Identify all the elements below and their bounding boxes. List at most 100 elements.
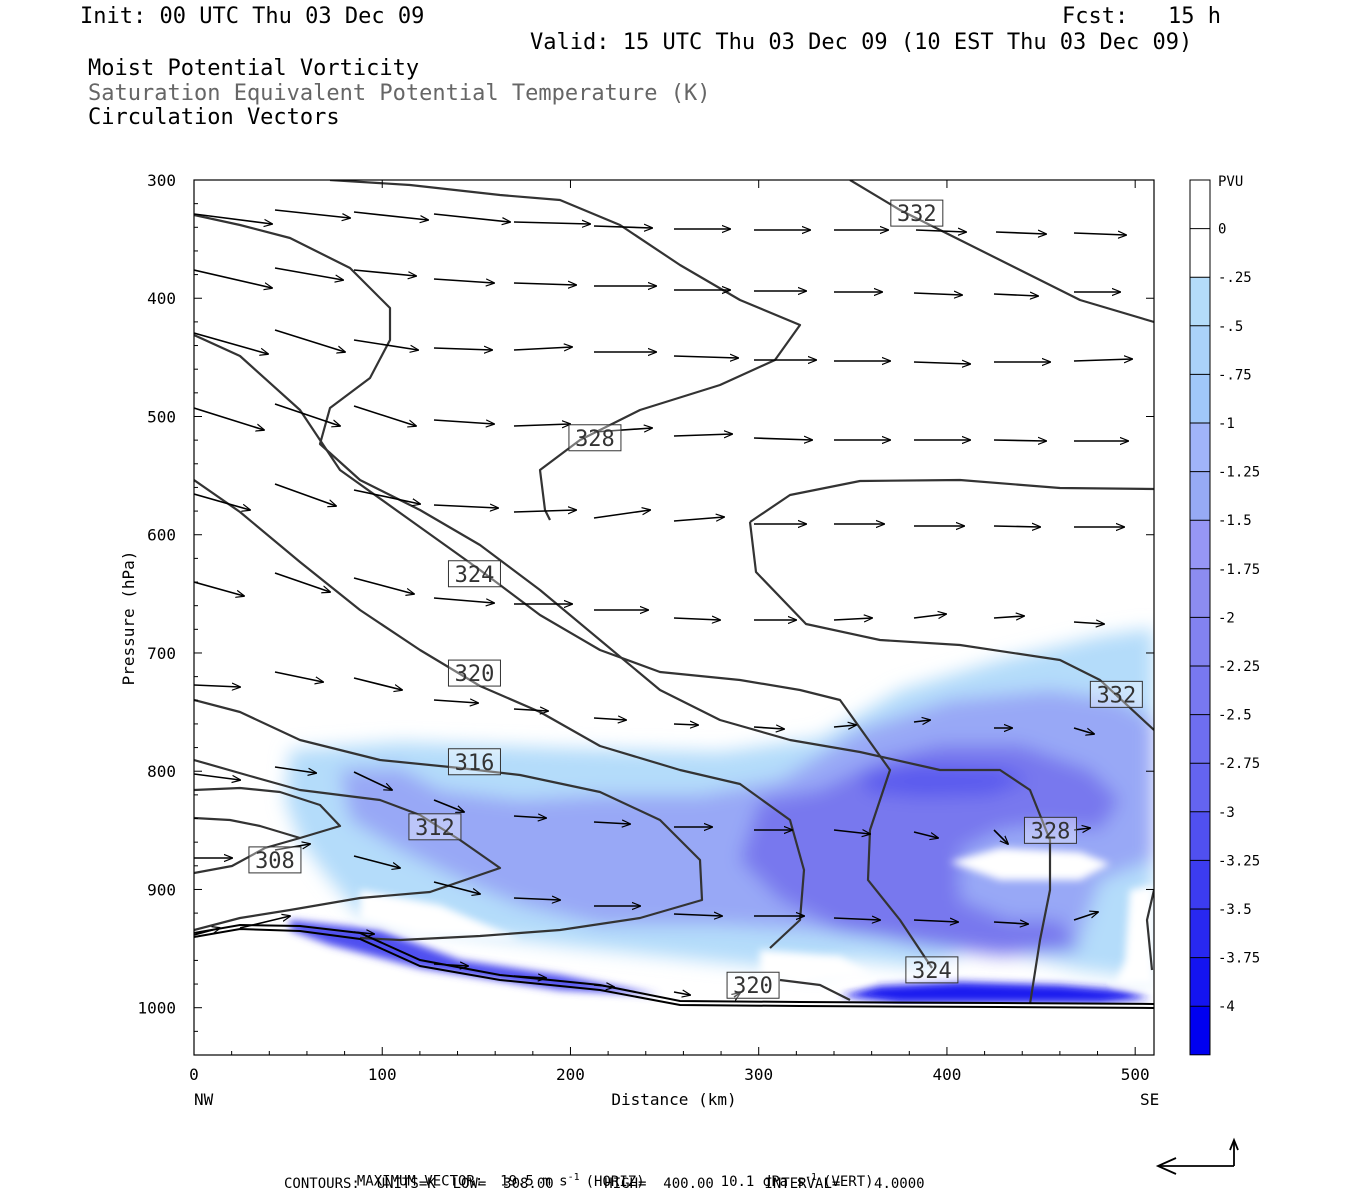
y-tick-label: 500 xyxy=(147,407,176,426)
circulation-vector xyxy=(353,269,416,276)
circulation-vectors xyxy=(194,209,1132,997)
pv-hole-southeast xyxy=(1115,885,1154,985)
circulation-vector xyxy=(753,438,812,440)
circulation-vector xyxy=(593,226,652,228)
pv-region-strong xyxy=(740,745,1120,955)
colorbar-label: -3 xyxy=(1218,805,1235,821)
circulation-vector xyxy=(833,725,856,727)
circulation-vector xyxy=(194,773,240,780)
reference-vector-horizontal-head xyxy=(1155,1157,1177,1175)
plot-frame xyxy=(193,179,1155,1056)
contour-320-surface xyxy=(779,978,851,1001)
field-title-thetaes: Saturation Equivalent Potential Temperat… xyxy=(88,81,711,106)
circulation-vector xyxy=(513,347,572,350)
pv-shading xyxy=(194,628,1154,1055)
y-tick-label: 1000 xyxy=(137,999,176,1018)
circulation-vector xyxy=(274,766,316,773)
circulation-vector xyxy=(274,671,323,682)
field-title-mpv: Moist Potential Vorticity xyxy=(88,56,420,81)
contour-label-box xyxy=(568,424,622,452)
contour-label-box xyxy=(1023,816,1077,844)
contour-info: CONTOURS: UNITS=K LOW= 308.00 HIGH= 400.… xyxy=(284,1176,925,1192)
contour-label: 328 xyxy=(1031,819,1071,844)
contour-332-lower xyxy=(749,478,1154,523)
circulation-vector xyxy=(513,898,560,900)
circulation-vector xyxy=(673,992,690,995)
circulation-vector xyxy=(194,581,244,596)
colorbar-swatch xyxy=(1190,277,1210,326)
colorbar-label: 0 xyxy=(1218,222,1226,238)
colorbar-label: -2.5 xyxy=(1218,708,1252,724)
circulation-vector xyxy=(593,718,626,720)
y-tick-label: 600 xyxy=(147,526,176,545)
circulation-vector xyxy=(833,830,870,834)
circulation-vector xyxy=(194,928,220,936)
terrain-line-upper xyxy=(194,923,1154,1005)
circulation-vector xyxy=(274,403,340,426)
colorbar-swatch xyxy=(1190,374,1210,423)
y-tick-label: 900 xyxy=(147,880,176,899)
contour-label: 312 xyxy=(415,816,455,841)
colorbar-swatch xyxy=(1190,860,1210,909)
colorbar-label: -4 xyxy=(1218,999,1235,1015)
colorbar-label: -1.75 xyxy=(1218,562,1260,578)
circulation-vector xyxy=(753,727,784,729)
circulation-vector xyxy=(1073,727,1094,734)
circulation-vector xyxy=(274,267,343,280)
contour-332-loop xyxy=(748,521,1154,731)
max-vector-vert-label: (VERT) xyxy=(822,1173,874,1190)
circulation-vector xyxy=(1073,359,1132,361)
x-tick-label: 400 xyxy=(932,1065,961,1084)
circulation-vector xyxy=(194,685,240,687)
below-ground-mask xyxy=(194,1004,1154,1055)
colorbar-swatch xyxy=(1190,471,1210,521)
circulation-vector xyxy=(353,489,420,504)
y-axis: 300 400 500 600 700 800 900 1000 xyxy=(137,171,1154,1056)
x-tick-label: 500 xyxy=(1121,1065,1150,1084)
x-tick-label: 0 xyxy=(189,1065,199,1084)
colorbar-swatch xyxy=(1190,520,1210,569)
circulation-vector xyxy=(833,618,872,620)
circulation-vector xyxy=(353,677,402,690)
circulation-vector xyxy=(433,278,494,283)
circulation-vector xyxy=(433,799,464,812)
circulation-vector xyxy=(673,724,698,725)
circulation-vector xyxy=(993,294,1038,296)
circulation-vector xyxy=(194,213,272,224)
max-vector-vert-value: 10.1 dPa s xyxy=(720,1173,805,1190)
pv-band-surface-east xyxy=(840,982,1150,1003)
circulation-vector xyxy=(993,616,1024,618)
circulation-vector xyxy=(353,771,392,790)
x-tick-label: 100 xyxy=(368,1065,397,1084)
circulation-vector xyxy=(913,614,946,618)
contour-328 xyxy=(194,213,1052,1005)
circulation-vector xyxy=(734,993,740,997)
colorbar-label: -.25 xyxy=(1218,270,1252,286)
x-axis: 0 100 200 300 400 500 xyxy=(189,180,1150,1084)
contour-label-box xyxy=(447,560,501,588)
max-vector-note: MAXIMUM VECTOR: 19.5 m s-1 (HORIZ) 10.1 dP… xyxy=(340,1156,874,1190)
circulation-vector xyxy=(913,920,958,922)
circulation-vector xyxy=(353,405,416,426)
pv-colorbar: 0 -.25 -.5 -.75 -1 -1.25 -1.5 -1.75 -2 -2.25 -2.5 -… xyxy=(1189,179,1260,1056)
contour-label: 324 xyxy=(455,563,495,588)
init-time: Init: 00 UTC Thu 03 Dec 09 xyxy=(80,4,425,29)
circulation-vector xyxy=(353,211,428,220)
circulation-vector xyxy=(194,407,264,430)
circulation-vector xyxy=(433,964,468,966)
colorbar-swatch xyxy=(1190,714,1210,764)
circulation-vector xyxy=(353,855,400,868)
circulation-vector xyxy=(993,922,1028,924)
colorbar-swatch xyxy=(1190,763,1210,812)
circulation-vector xyxy=(993,526,1040,527)
contour-label-box xyxy=(408,813,462,841)
pv-hole-northwest xyxy=(360,890,520,940)
circulation-vector xyxy=(913,293,962,295)
contour-332-se xyxy=(1145,889,1154,971)
circulation-vector xyxy=(915,230,966,232)
contour-label: 332 xyxy=(897,202,937,227)
contour-label: 320 xyxy=(733,974,773,999)
pv-region-core xyxy=(860,765,1030,797)
circulation-vector xyxy=(513,709,548,711)
pv-hole-east xyxy=(950,848,1110,880)
